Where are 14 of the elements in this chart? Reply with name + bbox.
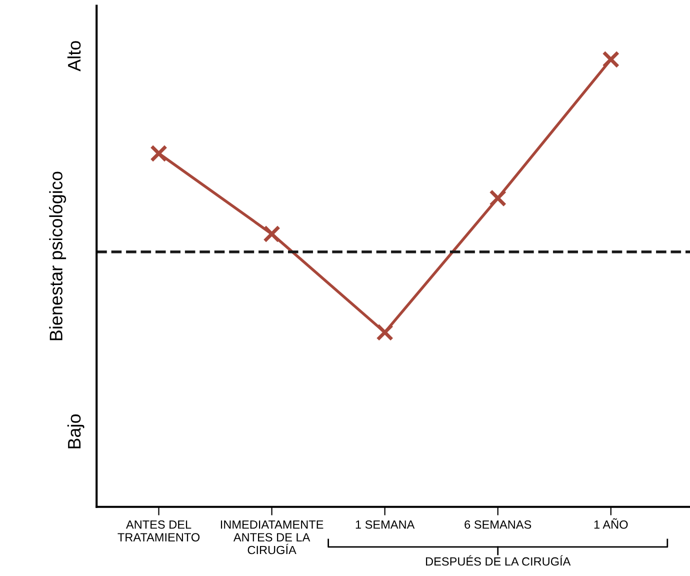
- text: DESPUÉS DE LA CIRUGÍA: [426, 555, 571, 566]
- text: Bajo: [67, 414, 84, 448]
- x-tick-label: 1 AÑO: [594, 518, 628, 529]
- x-tick-label: ANTES DEL TRATAMIENTO: [118, 520, 200, 542]
- x-tick-label: INMEDIATAMENTE ANTES DE LA CIRUGÍA: [220, 520, 324, 554]
- text: Alto: [67, 41, 81, 72]
- point: [602, 50, 620, 68]
- point: [376, 324, 394, 342]
- x-tick-label: 6 SEMANAS: [464, 520, 532, 529]
- y-axis-title: Bienestar psicológico: [49, 172, 66, 340]
- point: [489, 189, 507, 207]
- x-tick-label: 1 SEMANA: [356, 520, 415, 529]
- point: [150, 144, 168, 162]
- point: [263, 225, 280, 243]
